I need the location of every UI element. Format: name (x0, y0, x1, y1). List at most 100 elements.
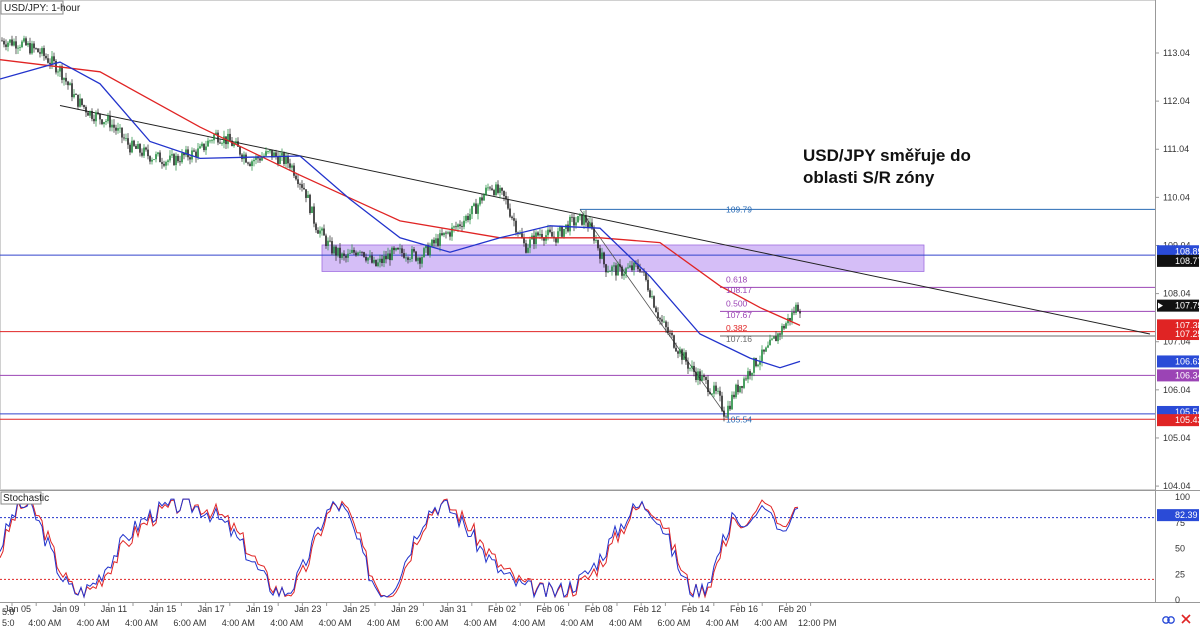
candle-body (311, 206, 313, 213)
candle-body (559, 226, 561, 232)
candle-body (547, 229, 549, 236)
time-label-21: 4:00 AM (512, 618, 545, 628)
candle-body (251, 161, 253, 167)
candle-body (341, 253, 343, 258)
candle-body (637, 264, 639, 269)
candle-body (183, 153, 185, 156)
candle-body (719, 390, 721, 396)
candle-body (239, 146, 241, 155)
fib-label-4: 107.67 (726, 310, 752, 320)
candle-body (385, 256, 387, 260)
candle-body (357, 252, 359, 256)
time-label-27: 6:00 AM (657, 618, 690, 628)
candle-body (449, 232, 451, 237)
price-tag-box (1157, 299, 1199, 312)
candle-body (217, 132, 219, 143)
candle-body (147, 149, 149, 157)
candle-body (301, 184, 303, 188)
candle-body (525, 243, 527, 253)
candle-body (197, 148, 199, 158)
candle-body (791, 312, 793, 321)
candle-body (629, 265, 631, 268)
price-tick-label: 107.04 (1163, 337, 1191, 347)
candle-body (689, 367, 691, 369)
candle-body (195, 151, 197, 158)
candle-body (493, 190, 495, 196)
time-label-8: Jan 17 (198, 604, 225, 614)
candle-body (439, 233, 441, 246)
candle-body (23, 38, 25, 42)
fib-label-7: 105.54 (726, 415, 752, 425)
candle-body (485, 187, 487, 195)
candle-body (279, 155, 281, 164)
candle-body (729, 405, 731, 410)
candle-body (331, 241, 333, 254)
candle-body (551, 232, 553, 237)
candle-body (145, 147, 147, 150)
candle-body (455, 226, 457, 228)
time-label-26: Feb 12 (633, 604, 661, 614)
candle-body (715, 385, 717, 392)
candle-body (199, 146, 201, 149)
close-icon[interactable] (1181, 614, 1191, 624)
price-tag-6: 106.34 (1175, 370, 1200, 380)
candle-body (509, 208, 511, 217)
candle-body (473, 203, 475, 206)
candle-body (763, 349, 765, 352)
candle-body (297, 179, 299, 184)
candle-body (141, 152, 143, 156)
candle-body (579, 214, 581, 217)
candle-body (521, 233, 523, 239)
candle-body (109, 115, 111, 128)
stochastic-title: Stochastic (3, 493, 49, 504)
candle-body (501, 187, 503, 191)
candle-body (169, 155, 171, 161)
candle-body (399, 248, 401, 250)
candle-body (167, 160, 169, 162)
candle-body (673, 335, 675, 348)
link-icon[interactable] (1162, 616, 1175, 624)
candle-body (313, 206, 315, 224)
candle-body (519, 233, 521, 235)
candle-body (443, 232, 445, 236)
candle-body (99, 113, 101, 120)
candle-body (339, 247, 341, 258)
candle-body (669, 332, 671, 334)
candle-body (663, 321, 665, 323)
candle-body (515, 220, 517, 233)
time-label-16: Jan 29 (391, 604, 418, 614)
candle-body (397, 248, 399, 250)
candle-body (691, 365, 693, 368)
candle-body (209, 140, 211, 142)
stoch-d-line (0, 497, 799, 599)
candle-body (233, 143, 235, 147)
time-label-7: 6:00 AM (173, 618, 206, 628)
candle-body (427, 244, 429, 256)
candle-body (119, 127, 121, 129)
candle-body (523, 238, 525, 244)
candle-body (603, 252, 605, 265)
candle-body (237, 141, 239, 147)
candle-body (709, 391, 711, 394)
candle-body (793, 312, 795, 314)
candle-body (489, 187, 491, 189)
candle-body (799, 311, 801, 314)
candle-body (113, 124, 115, 128)
candle-body (593, 228, 595, 241)
candle-body (335, 246, 337, 256)
time-label-28: Feb 14 (682, 604, 710, 614)
candle-body (403, 253, 405, 258)
candle-body (371, 255, 373, 263)
stoch-k-line (0, 497, 799, 599)
candle-body (461, 226, 463, 227)
candle-body (711, 393, 713, 395)
candle-body (277, 156, 279, 164)
price-tag-5: 106.63 (1175, 356, 1200, 366)
candle-body (529, 239, 531, 248)
stoch-tick-label: 50 (1175, 544, 1185, 554)
candle-body (295, 175, 297, 180)
candle-body (35, 48, 37, 50)
candle-body (93, 118, 95, 122)
candle-body (325, 235, 327, 246)
candle-body (577, 216, 579, 223)
